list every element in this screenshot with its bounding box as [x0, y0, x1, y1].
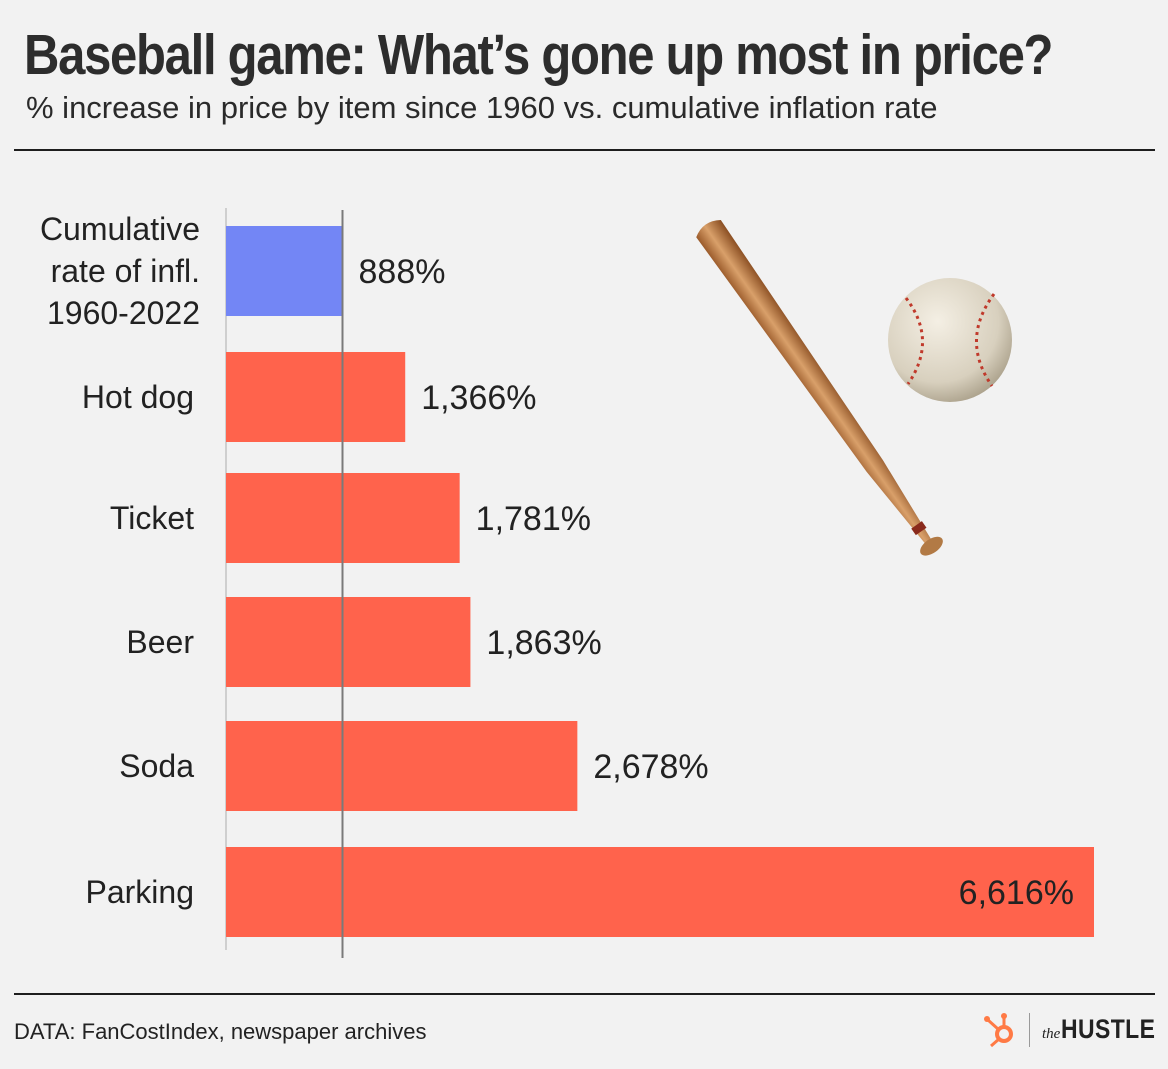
chart-subtitle: % increase in price by item since 1960 v… — [26, 90, 938, 125]
category-label-5: Parking — [86, 874, 195, 910]
chart-title: Baseball game: What’s gone up most in pr… — [24, 23, 1054, 87]
bar-4 — [226, 721, 578, 811]
header-divider — [14, 149, 1155, 151]
bar-3 — [226, 597, 471, 687]
source-note: DATA: FanCostIndex, newspaper archives — [14, 1019, 427, 1044]
bar-5 — [226, 847, 1094, 937]
hubspot-sprocket-icon — [984, 1013, 1013, 1048]
value-label-2: 1,781% — [476, 500, 591, 538]
category-label-3: Beer — [126, 624, 194, 660]
value-label-5: 6,616% — [959, 874, 1074, 912]
baseball-icon — [888, 278, 1012, 402]
bar-0 — [226, 226, 343, 316]
category-label-2: Ticket — [110, 500, 194, 536]
logo-hustle-text: HUSTLE — [1061, 1014, 1156, 1044]
logo-the-text: the — [1042, 1026, 1061, 1042]
category-label-4: Soda — [119, 748, 194, 784]
footer-divider — [14, 993, 1155, 995]
bar-1 — [226, 352, 406, 442]
value-label-4: 2,678% — [593, 748, 708, 786]
baseball-bat-icon — [696, 220, 943, 556]
category-label-0: Cumulative rate of infl. 1960-2022 — [40, 211, 200, 331]
value-label-0: 888% — [359, 253, 446, 291]
value-label-1: 1,366% — [421, 379, 536, 417]
logo-divider — [1029, 1013, 1030, 1047]
value-label-3: 1,863% — [486, 624, 601, 662]
category-label-1: Hot dog — [82, 379, 194, 415]
